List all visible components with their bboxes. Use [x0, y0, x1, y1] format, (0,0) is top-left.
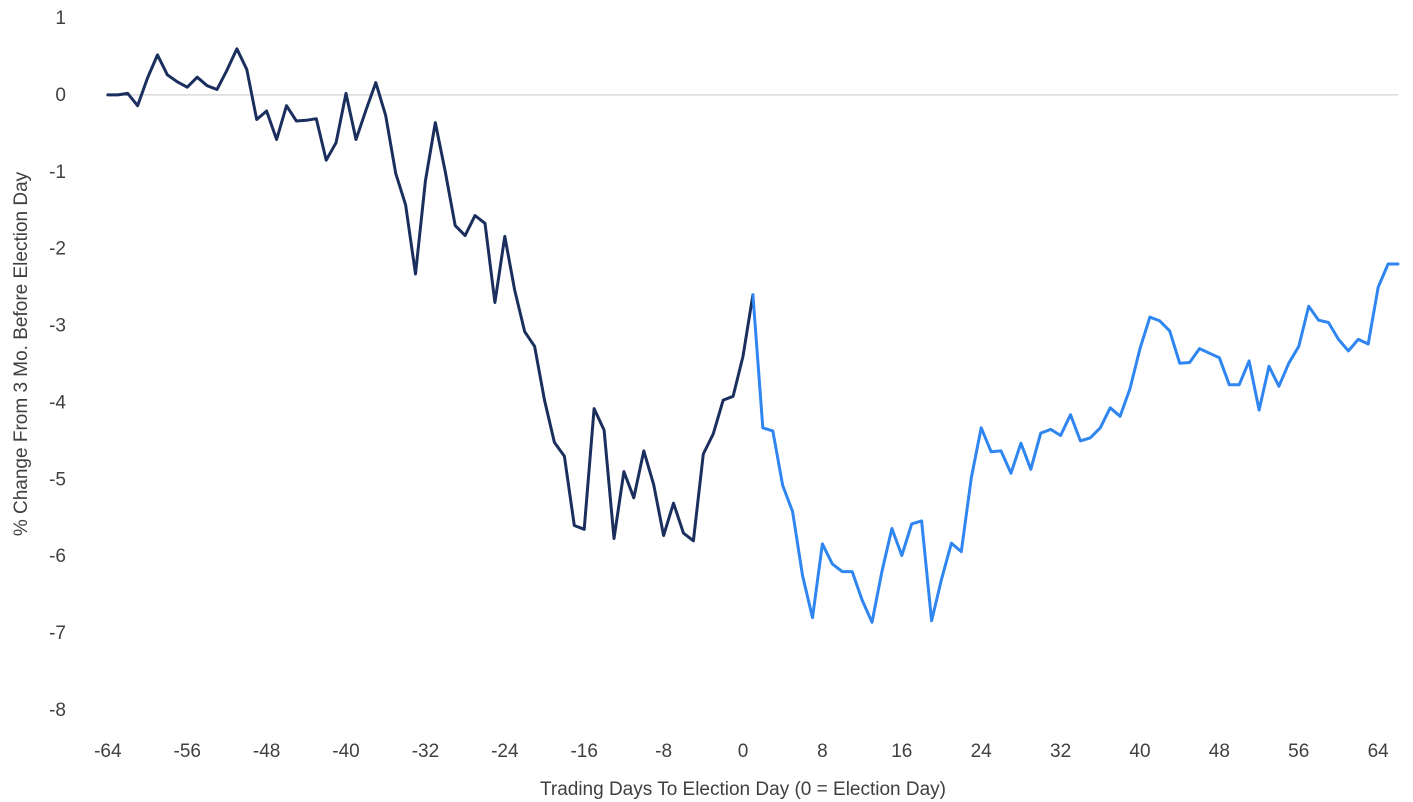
- y-tick-label: -4: [49, 392, 66, 413]
- x-tick-label: -24: [491, 741, 519, 762]
- y-tick-label: 0: [55, 85, 66, 106]
- x-tick-label: -48: [253, 741, 280, 762]
- x-tick-label: -16: [570, 741, 597, 762]
- x-axis-label: Trading Days To Election Day (0 = Electi…: [540, 779, 946, 800]
- y-tick-label: -6: [49, 546, 66, 567]
- y-tick-label: -3: [49, 316, 66, 337]
- x-tick-label: 0: [738, 741, 749, 762]
- x-tick-label: 8: [817, 741, 828, 762]
- series-line-1: [108, 49, 753, 541]
- x-tick-label: 24: [971, 741, 993, 762]
- x-tick-label: 48: [1209, 741, 1230, 762]
- x-tick-label: -32: [412, 741, 439, 762]
- x-tick-label: -40: [332, 741, 359, 762]
- y-tick-label: -8: [49, 700, 66, 721]
- series-line-2: [753, 264, 1398, 622]
- y-tick-label: 1: [55, 8, 66, 29]
- x-tick-label: 40: [1129, 741, 1150, 762]
- x-tick-label: 16: [891, 741, 912, 762]
- x-tick-label: -56: [174, 741, 201, 762]
- x-tick-label: 64: [1368, 741, 1390, 762]
- y-axis-label: % Change From 3 Mo. Before Election Day: [11, 171, 32, 536]
- y-tick-label: -1: [49, 162, 66, 183]
- x-axis-ticks: -64 -56 -48 -40 -32 -24 -16 -8 0 8 16 24 32 40 48 56 64: [94, 741, 1389, 762]
- x-tick-label: -64: [94, 741, 122, 762]
- y-tick-label: -2: [49, 239, 66, 260]
- y-axis-ticks: 1 0 -1 -2 -3 -4 -5 -6 -7 -8: [49, 8, 66, 721]
- series-lines: [108, 49, 1398, 623]
- x-tick-label: 56: [1288, 741, 1309, 762]
- x-tick-label: -8: [655, 741, 672, 762]
- y-tick-label: -5: [49, 469, 66, 490]
- x-tick-label: 32: [1050, 741, 1071, 762]
- y-tick-label: -7: [49, 623, 66, 644]
